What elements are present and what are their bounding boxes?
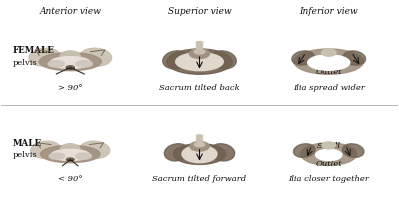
Ellipse shape [51,149,89,161]
Ellipse shape [50,57,91,69]
Text: Ilia closer together: Ilia closer together [288,175,369,183]
Ellipse shape [194,50,205,54]
Ellipse shape [196,44,203,47]
Ellipse shape [176,53,223,71]
Ellipse shape [210,51,236,69]
Text: pelvis: pelvis [13,59,37,67]
Ellipse shape [322,49,336,56]
Text: pelvis: pelvis [13,151,37,159]
Ellipse shape [76,61,93,67]
Ellipse shape [322,142,336,149]
Ellipse shape [194,142,205,147]
Ellipse shape [48,61,65,67]
Text: Big
Pelvic
Outlet: Big Pelvic Outlet [316,50,342,76]
Ellipse shape [61,144,80,154]
Ellipse shape [66,66,74,69]
Text: Superior view: Superior view [168,7,231,16]
Ellipse shape [76,153,91,159]
Ellipse shape [60,51,80,62]
Ellipse shape [196,42,203,44]
Ellipse shape [163,51,189,69]
Ellipse shape [301,143,357,165]
Ellipse shape [66,158,74,161]
Ellipse shape [29,48,60,66]
Ellipse shape [293,144,315,157]
Text: Inferior view: Inferior view [299,7,358,16]
Ellipse shape [80,141,110,158]
Ellipse shape [190,142,209,151]
Ellipse shape [196,140,203,142]
Text: < 90°: < 90° [58,175,83,183]
Ellipse shape [196,47,203,49]
Ellipse shape [41,145,100,163]
Text: FEMALE: FEMALE [13,46,55,55]
Text: Sacrum tilted back: Sacrum tilted back [159,84,240,92]
Text: > 90°: > 90° [58,84,83,92]
Text: Small
Pelvic
Outlet: Small Pelvic Outlet [316,142,342,168]
Ellipse shape [292,51,314,65]
Ellipse shape [80,48,112,66]
Text: Anterior view: Anterior view [39,7,101,16]
Ellipse shape [342,144,364,157]
Text: MALE: MALE [13,139,42,148]
Ellipse shape [343,51,365,65]
Ellipse shape [308,55,350,70]
Ellipse shape [31,141,61,158]
Ellipse shape [190,49,209,58]
Ellipse shape [196,137,203,140]
Ellipse shape [173,144,226,164]
Text: Sacrum tilted forward: Sacrum tilted forward [152,175,247,183]
Ellipse shape [164,144,189,161]
Ellipse shape [182,145,217,163]
Text: Ilia spread wider: Ilia spread wider [293,84,365,92]
Ellipse shape [166,49,233,74]
Ellipse shape [316,149,342,161]
Ellipse shape [39,53,101,71]
Ellipse shape [196,135,203,137]
Ellipse shape [294,49,363,74]
Ellipse shape [49,153,65,159]
Ellipse shape [210,144,235,161]
